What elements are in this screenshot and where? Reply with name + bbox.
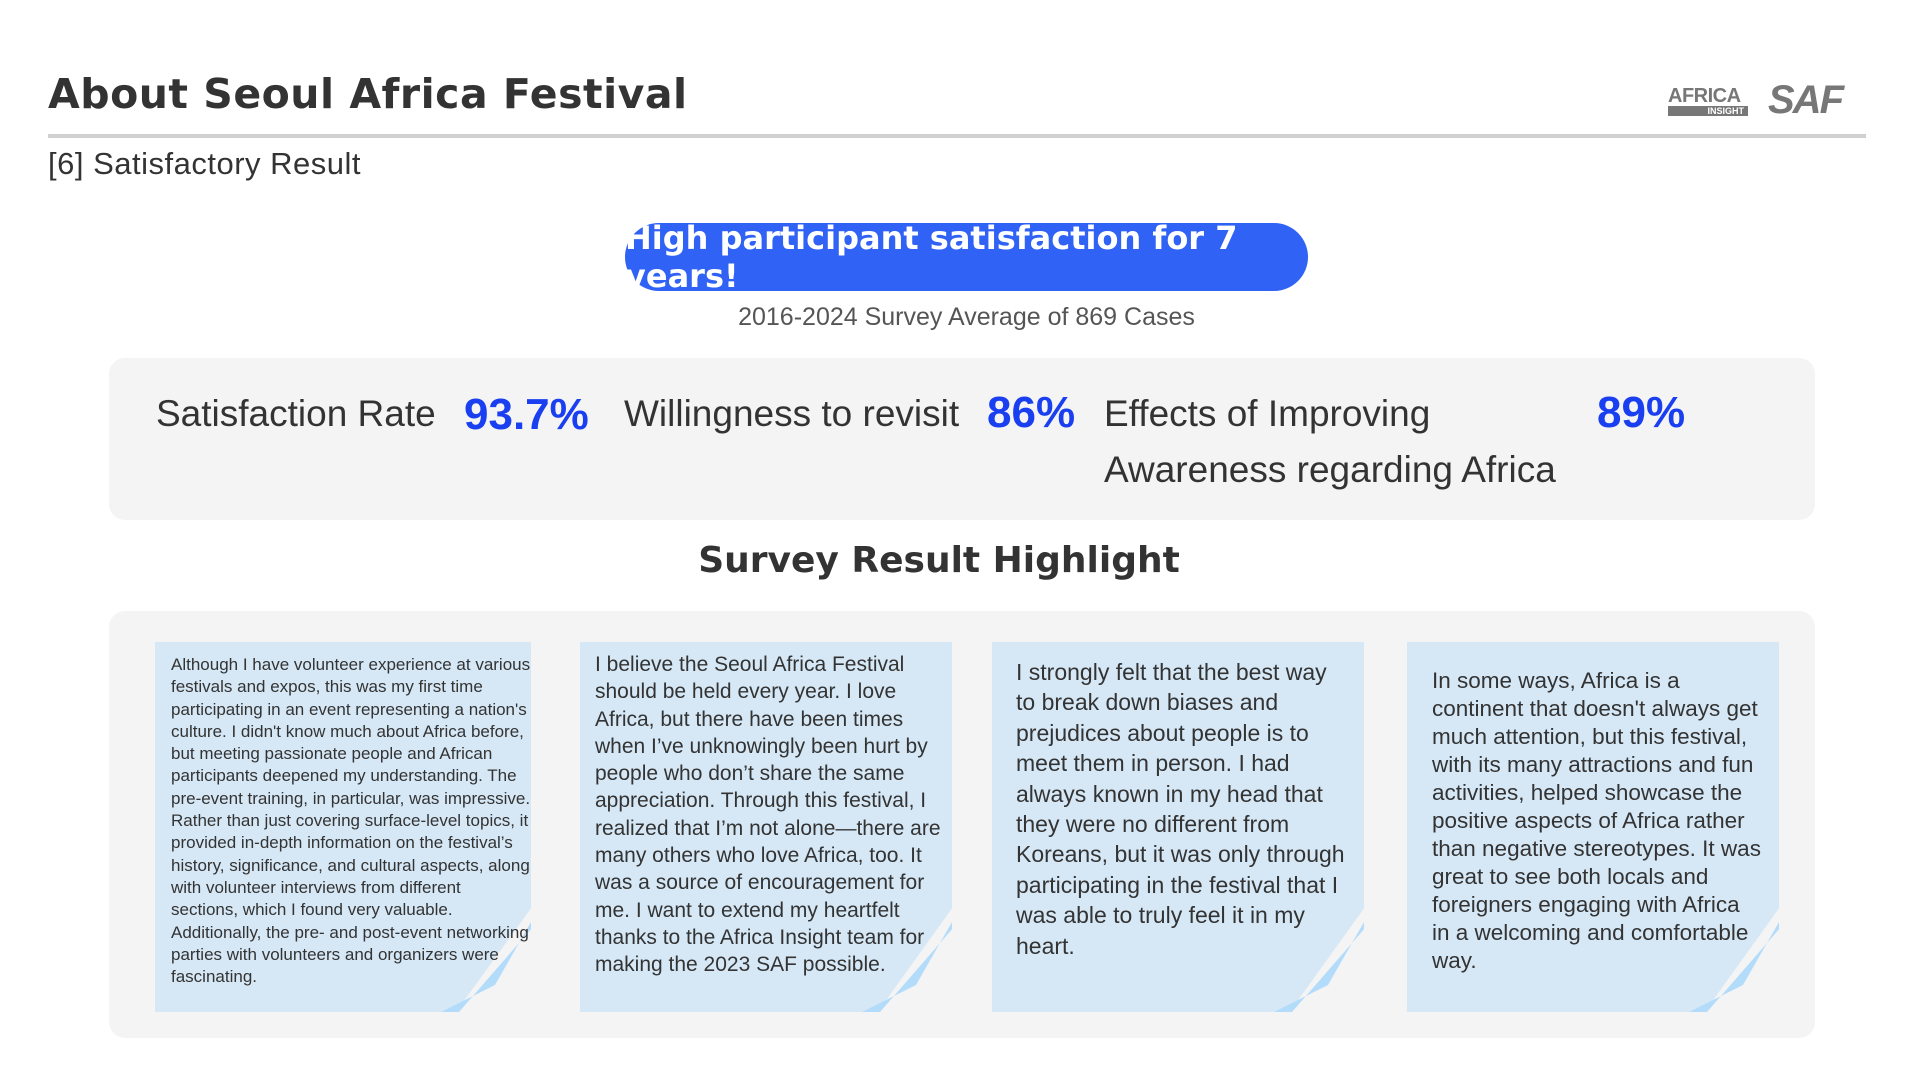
stat-label-awareness: Effects of Improving Awareness regarding… (1104, 393, 1556, 490)
logos: AFRICA INSIGHT SAF (1668, 78, 1844, 123)
stat-value-satisfaction: 93.7% (464, 390, 589, 439)
section-subtitle: [6] Satisfactory Result (48, 146, 362, 181)
stat-label-satisfaction: Satisfaction Rate (156, 393, 436, 434)
stat-value-awareness: 89% (1597, 388, 1686, 437)
stats-panel: Satisfaction Rate 93.7% Willingness to r… (109, 358, 1815, 520)
stat-value-revisit: 86% (987, 388, 1076, 437)
notes-panel: Although I have volunteer experience at … (109, 611, 1815, 1038)
note-text: In some ways, Africa is a continent that… (1432, 668, 1761, 973)
africa-insight-logo: AFRICA INSIGHT (1668, 86, 1748, 116)
saf-logo: SAF (1768, 78, 1844, 122)
survey-caption: 2016-2024 Survey Average of 869 Cases (738, 303, 1195, 331)
note-text: I strongly felt that the best way to bre… (1016, 659, 1345, 959)
note-text: I believe the Seoul Africa Festival shou… (595, 653, 941, 977)
sticky-note (992, 642, 1364, 1012)
sticky-note (155, 642, 531, 1012)
page-title: About Seoul Africa Festival (48, 70, 688, 118)
note-text: Although I have volunteer experience at … (171, 655, 531, 987)
stat-label-revisit: Willingness to revisit (624, 393, 960, 434)
sticky-note (580, 642, 952, 1012)
headline-banner: High participant satisfaction for 7 year… (625, 219, 1308, 295)
sticky-note (1407, 642, 1779, 1012)
highlight-title: Survey Result Highlight (698, 540, 1180, 581)
divider (48, 134, 1866, 138)
